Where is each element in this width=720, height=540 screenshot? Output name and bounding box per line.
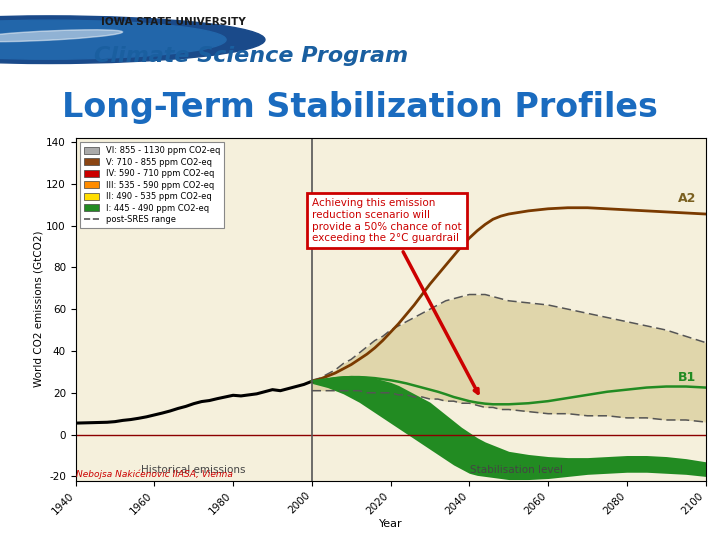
Circle shape: [0, 20, 226, 59]
Text: Stabilisation level: Stabilisation level: [470, 465, 563, 475]
X-axis label: Year: Year: [379, 519, 402, 529]
Text: A2: A2: [678, 192, 696, 205]
Text: Climate Science Program: Climate Science Program: [94, 46, 408, 66]
Legend: VI: 855 - 1130 ppm CO2-eq, V: 710 - 855 ppm CO2-eq, IV: 590 - 710 ppm CO2-eq, II: VI: 855 - 1130 ppm CO2-eq, V: 710 - 855 …: [80, 142, 224, 228]
Circle shape: [0, 16, 265, 64]
Text: IOWA STATE UNIVERSITY: IOWA STATE UNIVERSITY: [101, 17, 246, 28]
Text: B1: B1: [678, 372, 696, 384]
Text: Historical emissions: Historical emissions: [141, 465, 246, 475]
Ellipse shape: [0, 30, 122, 42]
Text: Long-Term Stabilization Profiles: Long-Term Stabilization Profiles: [62, 91, 658, 125]
Text: Nebojsa Nakićenović IIASA, Vienna: Nebojsa Nakićenović IIASA, Vienna: [76, 469, 233, 478]
Y-axis label: World CO2 emissions (GtCO2): World CO2 emissions (GtCO2): [33, 231, 43, 387]
Text: Achieving this emission
reduction scenario will
provide a 50% chance of not
exce: Achieving this emission reduction scenar…: [312, 198, 478, 393]
